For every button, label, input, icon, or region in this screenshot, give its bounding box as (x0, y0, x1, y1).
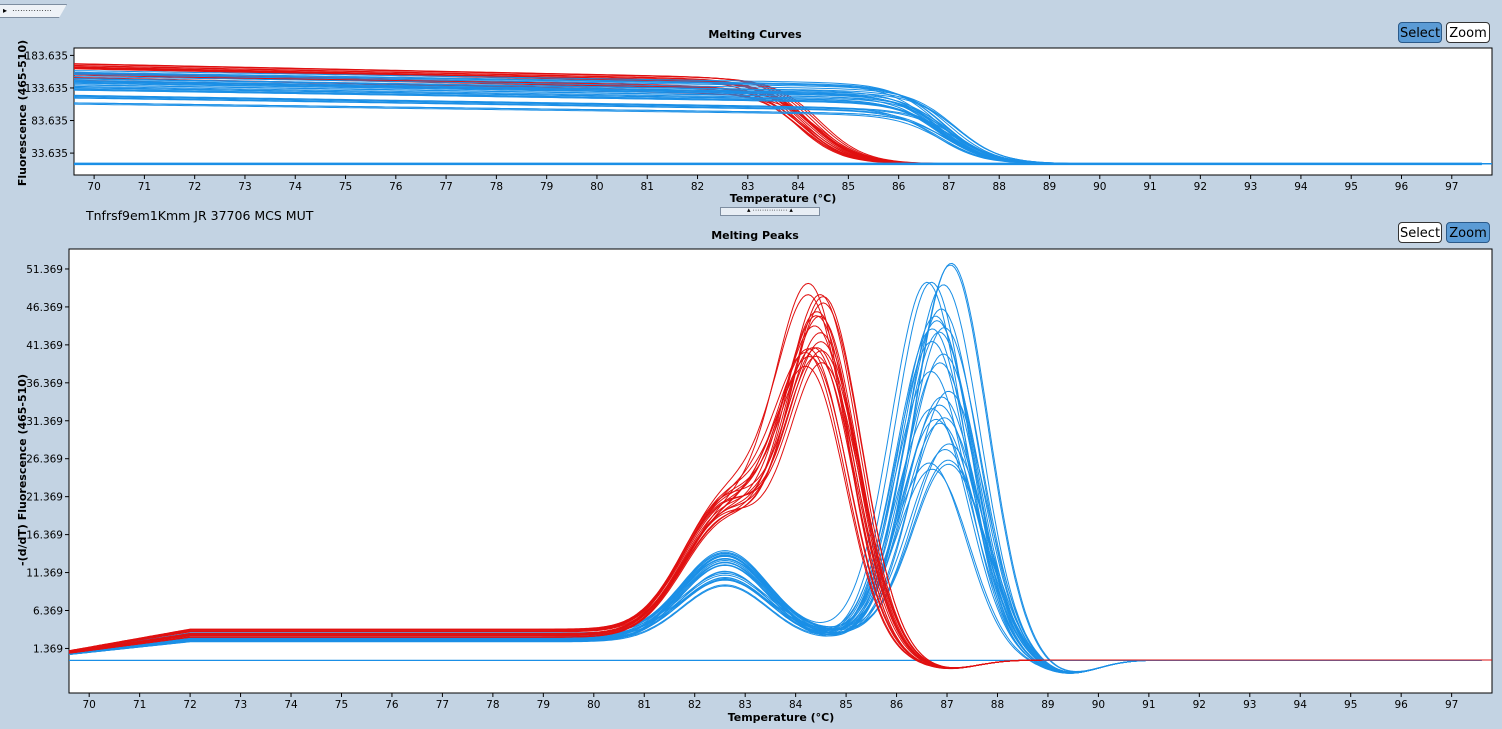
peaks-x-tick-label: 97 (1445, 699, 1458, 711)
peaks-x-tick-label: 72 (183, 699, 196, 711)
curves-y-tick-label: 33.635 (31, 148, 68, 160)
peak-line-red (68, 294, 1492, 669)
curves-x-tick-label: 78 (490, 181, 503, 193)
curves-y-tick-label: 133.635 (25, 83, 68, 95)
curves-x-tick-label: 85 (842, 181, 855, 193)
peaks-y-axis-title: -(d/dT) Fluorescence (465-510) (16, 374, 29, 566)
sample-label: Tnfrsf9em1Kmm JR 37706 MCS MUT (86, 208, 314, 223)
peaks-y-axis: 51.369 46.369 41.369 36.369 31.369 26.369 21.3… (26, 264, 69, 655)
peaks-x-tick-label: 86 (890, 699, 904, 711)
peaks-x-tick-label: 76 (385, 699, 399, 711)
peaks-x-axis: 70 71 72 73 74 75 76 77 78 79 80 81 82 83 84 85 86 87 88 89… (82, 693, 1458, 711)
curves-x-tick-label: 71 (138, 181, 151, 193)
peaks-x-tick-label: 92 (1193, 699, 1206, 711)
peaks-y-tick-label: 6.369 (33, 606, 63, 618)
curves-x-tick-label: 94 (1294, 181, 1308, 193)
curves-y-axis: 183.635 133.635 83.635 33.635 (25, 50, 74, 160)
curves-x-tick-label: 75 (339, 181, 352, 193)
peaks-y-tick-label: 16.369 (26, 530, 63, 542)
curves-plot-area[interactable] (73, 47, 1493, 176)
curves-x-tick-label: 93 (1244, 181, 1257, 193)
melting-peaks-title: Melting Peaks (711, 229, 799, 242)
peaks-plot-area[interactable] (68, 248, 1493, 694)
peaks-y-tick-label: 36.369 (26, 378, 63, 390)
tab-dots: ··············· (12, 6, 52, 15)
peaks-x-axis-title: Temperature (°C) (728, 711, 835, 724)
peaks-series-group (68, 262, 1492, 674)
curves-x-axis: 70 71 72 73 74 75 76 77 78 79 80 81 82 83 84 85 86 87 88 89… (87, 175, 1458, 193)
curves-x-tick-label: 81 (641, 181, 654, 193)
peaks-y-tick-label: 41.369 (26, 340, 63, 352)
curves-x-tick-label: 74 (289, 181, 303, 193)
peaks-x-tick-label: 88 (991, 699, 1004, 711)
peaks-x-tick-label: 82 (688, 699, 701, 711)
curves-x-tick-label: 70 (87, 181, 100, 193)
curves-x-tick-label: 73 (238, 181, 251, 193)
curves-x-tick-label: 90 (1093, 181, 1106, 193)
peaks-y-tick-label: 51.369 (26, 264, 63, 276)
curves-x-tick-label: 91 (1143, 181, 1156, 193)
peaks-x-tick-label: 91 (1142, 699, 1155, 711)
peaks-y-tick-label: 46.369 (26, 302, 63, 314)
peaks-y-tick-label: 21.369 (26, 492, 63, 504)
peaks-x-tick-label: 77 (436, 699, 449, 711)
peaks-x-tick-label: 81 (638, 699, 651, 711)
peaks-x-tick-label: 80 (587, 699, 600, 711)
curves-y-tick-label: 83.635 (31, 116, 68, 128)
curves-x-tick-label: 84 (791, 181, 805, 193)
peaks-y-tick-label: 26.369 (26, 454, 63, 466)
curves-x-tick-label: 77 (439, 181, 452, 193)
peaks-x-tick-label: 87 (940, 699, 953, 711)
curves-x-tick-label: 88 (993, 181, 1006, 193)
peaks-x-tick-label: 79 (537, 699, 550, 711)
curves-y-tick-label: 183.635 (25, 50, 68, 62)
peaks-x-tick-label: 75 (335, 699, 348, 711)
curves-x-tick-label: 97 (1445, 181, 1458, 193)
peaks-x-tick-label: 83 (738, 699, 751, 711)
curves-x-tick-label: 95 (1345, 181, 1358, 193)
peaks-y-tick-label: 11.369 (26, 568, 63, 580)
curves-select-button[interactable]: Select (1398, 22, 1442, 43)
curves-x-tick-label: 72 (188, 181, 201, 193)
peaks-x-tick-label: 78 (486, 699, 499, 711)
curves-x-tick-label: 86 (892, 181, 906, 193)
peaks-x-tick-label: 94 (1294, 699, 1308, 711)
curves-x-tick-label: 76 (389, 181, 403, 193)
peaks-y-tick-label: 1.369 (33, 643, 63, 655)
melting-curves-title: Melting Curves (708, 28, 802, 41)
curves-x-tick-label: 80 (590, 181, 603, 193)
panel-splitter[interactable]: ▴ ··············· ▴ (720, 207, 820, 216)
peaks-x-tick-label: 84 (789, 699, 803, 711)
peaks-x-tick-label: 85 (839, 699, 852, 711)
curves-zoom-button[interactable]: Zoom (1446, 22, 1490, 43)
curves-x-tick-label: 96 (1395, 181, 1409, 193)
peaks-x-tick-label: 96 (1394, 699, 1408, 711)
curves-x-tick-label: 82 (691, 181, 704, 193)
curves-x-tick-label: 89 (1043, 181, 1056, 193)
peaks-zoom-button[interactable]: Zoom (1446, 222, 1490, 243)
curves-x-tick-label: 87 (942, 181, 955, 193)
peaks-select-button[interactable]: Select (1398, 222, 1442, 243)
peaks-x-tick-label: 90 (1092, 699, 1105, 711)
curves-x-axis-title: Temperature (°C) (730, 192, 837, 205)
curves-series-group (73, 63, 1492, 166)
curves-x-tick-label: 92 (1194, 181, 1207, 193)
tab-arrow-icon: ▸ (3, 6, 8, 15)
curves-x-tick-label: 83 (741, 181, 754, 193)
peaks-x-tick-label: 89 (1041, 699, 1054, 711)
peaks-x-tick-label: 73 (234, 699, 247, 711)
peaks-x-tick-label: 70 (82, 699, 95, 711)
peaks-x-tick-label: 93 (1243, 699, 1256, 711)
curves-x-tick-label: 79 (540, 181, 553, 193)
curves-y-axis-title: Fluorescence (465-510) (16, 40, 29, 186)
peaks-x-tick-label: 95 (1344, 699, 1357, 711)
peaks-x-tick-label: 71 (133, 699, 146, 711)
peaks-x-tick-label: 74 (284, 699, 298, 711)
peaks-y-tick-label: 31.369 (26, 416, 63, 428)
